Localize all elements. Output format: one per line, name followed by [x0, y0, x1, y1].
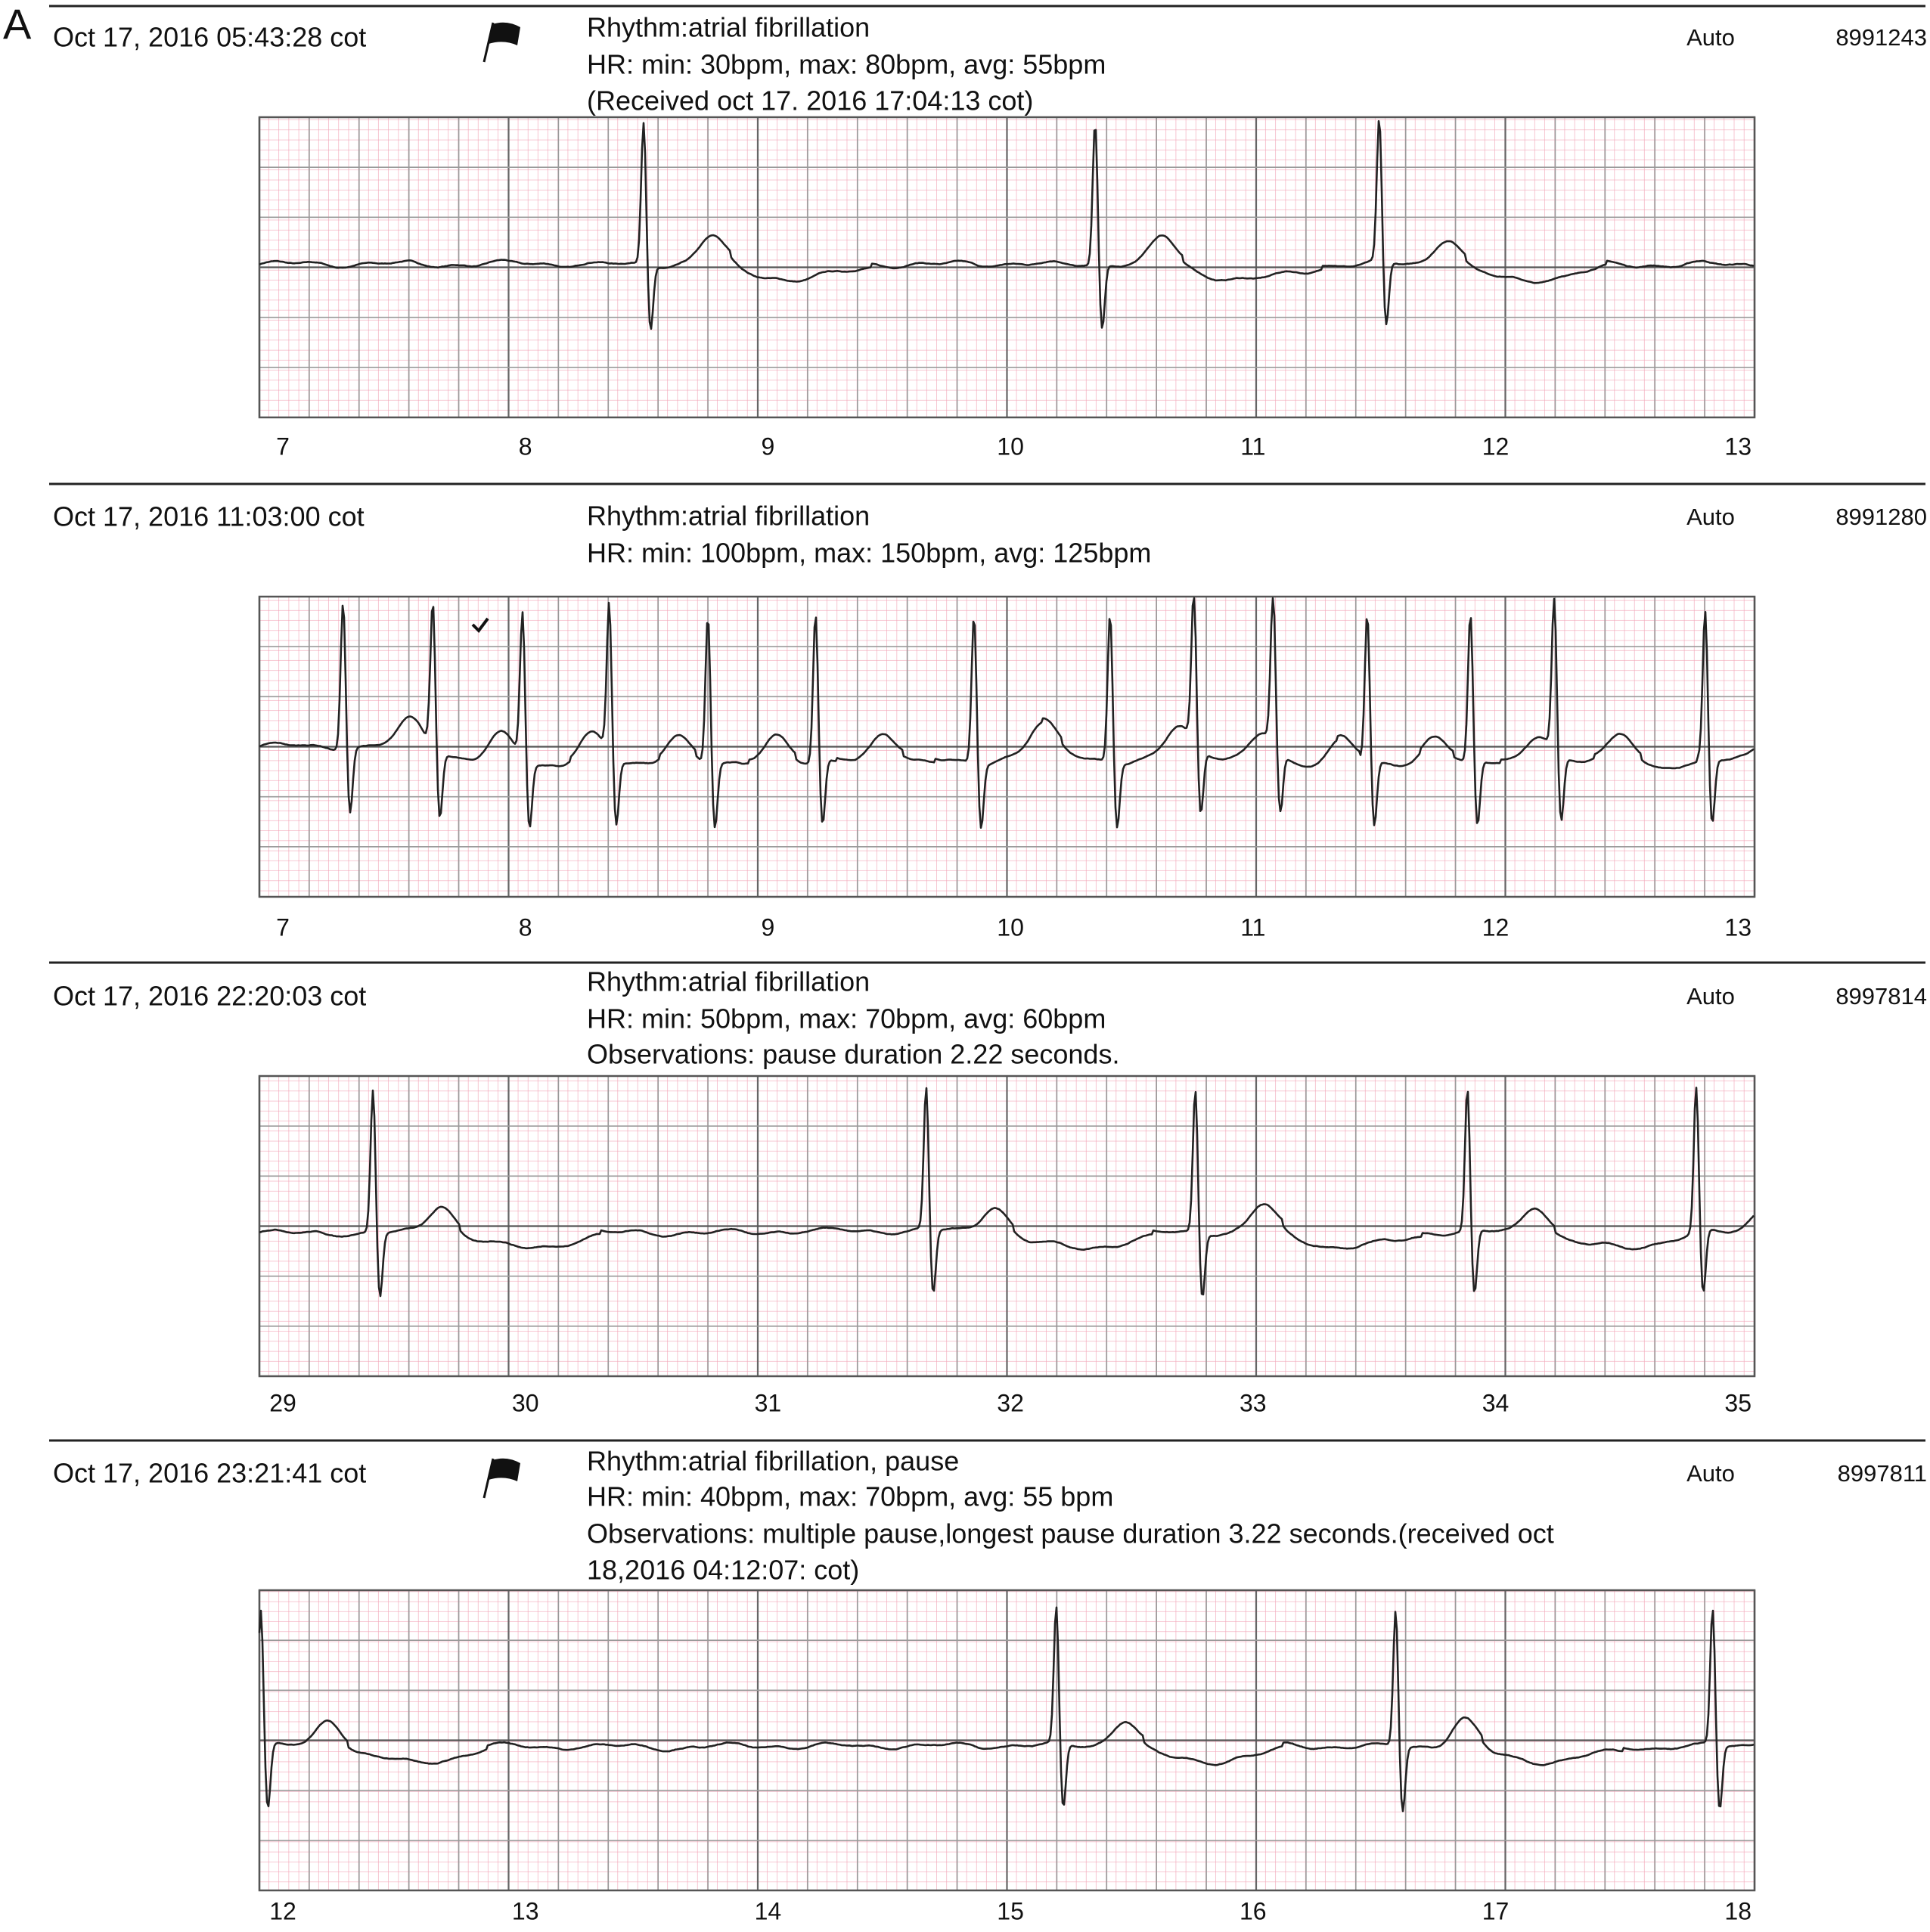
event-line: HR: min: 30bpm, max: 80bpm, avg: 55bpm [587, 49, 1106, 80]
second-label: 12 [1482, 913, 1510, 941]
second-label: 33 [1240, 1389, 1267, 1416]
ecg-trace [259, 119, 1755, 330]
event-line: HR: min: 100bpm, max: 150bpm, avg: 125bp… [587, 538, 1151, 569]
ecg-trace [259, 1087, 1755, 1298]
second-label: 7 [276, 433, 290, 460]
second-label: 13 [1724, 433, 1752, 460]
record-id: 8997814 [1835, 983, 1927, 1009]
second-label: 30 [512, 1389, 539, 1416]
timestamp: Oct 17, 2016 23:21:41 cot [53, 1458, 366, 1489]
event-line: 18,2016 04:12:07: cot) [587, 1555, 859, 1586]
second-label: 9 [762, 433, 775, 460]
ecg-frame [258, 1075, 1756, 1378]
second-label: 9 [762, 913, 775, 941]
event-line: Rhythm:atrial fibrillation [587, 966, 870, 997]
second-label: 10 [997, 433, 1024, 460]
mode-label: Auto [1686, 504, 1735, 530]
second-label: 29 [269, 1389, 296, 1416]
mode-label: Auto [1686, 983, 1735, 1009]
second-label: 16 [1240, 1897, 1267, 1924]
second-label: 18 [1724, 1897, 1752, 1924]
mode-label: Auto [1686, 24, 1735, 51]
event-line: Rhythm:atrial fibrillation [587, 501, 870, 532]
mode-label: Auto [1686, 1460, 1735, 1487]
ecg-frame [258, 116, 1756, 419]
check-mark [471, 617, 489, 634]
second-label: 11 [1240, 433, 1265, 460]
second-label: 35 [1724, 1389, 1752, 1416]
second-label: 11 [1240, 913, 1265, 941]
flag-icon [489, 1458, 520, 1481]
record-id: 8991243 [1835, 24, 1927, 51]
event-line: Rhythm:atrial fibrillation, pause [587, 1446, 959, 1477]
second-label: 12 [269, 1897, 296, 1924]
second-label: 8 [519, 913, 532, 941]
second-label: 12 [1482, 433, 1510, 460]
panel-label: A [3, 0, 32, 48]
event-line: HR: min: 50bpm, max: 70bpm, avg: 60bpm [587, 1003, 1106, 1034]
second-label: 15 [997, 1897, 1024, 1924]
event-line: HR: min: 40bpm, max: 70bpm, avg: 55 bpm [587, 1481, 1113, 1512]
second-label: 13 [1724, 913, 1752, 941]
event-line: (Received oct 17. 2016 17:04:13 cot) [587, 85, 1033, 116]
second-label: 32 [997, 1389, 1024, 1416]
second-label: 14 [755, 1897, 782, 1924]
second-label: 17 [1482, 1897, 1510, 1924]
timestamp: Oct 17, 2016 22:20:03 cot [53, 981, 366, 1012]
ecg-frame [258, 595, 1756, 898]
second-label: 34 [1482, 1389, 1510, 1416]
timestamp: Oct 17, 2016 11:03:00 cot [53, 501, 365, 532]
ecg-trace [258, 1606, 1755, 1813]
second-label: 31 [755, 1389, 782, 1416]
ecg-frame [258, 1589, 1756, 1892]
flag-icon [489, 22, 520, 45]
event-line: Observations: pause duration 2.22 second… [587, 1039, 1119, 1070]
record-id: 8991280 [1835, 504, 1927, 530]
timestamp: Oct 17, 2016 05:43:28 cot [53, 22, 366, 53]
second-label: 10 [997, 913, 1024, 941]
event-line: Rhythm:atrial fibrillation [587, 12, 870, 43]
record-id: 8997811 [1838, 1460, 1927, 1487]
ecg-trace [259, 597, 1755, 829]
second-label: 13 [512, 1897, 539, 1924]
second-label: 7 [276, 913, 290, 941]
second-label: 8 [519, 433, 532, 460]
event-line: Observations: multiple pause,longest pau… [587, 1518, 1554, 1549]
